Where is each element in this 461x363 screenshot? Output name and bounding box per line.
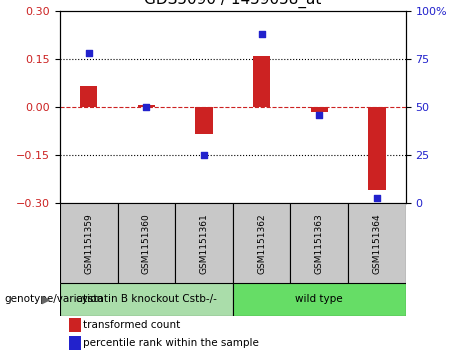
Point [315,112,323,118]
Bar [290,203,348,283]
Bar [175,203,233,283]
Text: GSM1151359: GSM1151359 [84,213,93,274]
Bar [233,283,406,316]
Bar [233,203,290,283]
Text: GSM1151361: GSM1151361 [200,213,208,274]
Bar [311,107,328,112]
Text: wild type: wild type [296,294,343,305]
Text: cystatin B knockout Cstb-/-: cystatin B knockout Cstb-/- [76,294,217,305]
Bar [195,107,213,134]
Bar [348,203,406,283]
Text: percentile rank within the sample: percentile rank within the sample [83,338,259,348]
Bar [368,107,385,191]
Bar [80,86,97,107]
Title: GDS5090 / 1459058_at: GDS5090 / 1459058_at [144,0,321,8]
Point [373,195,381,200]
Bar [118,203,175,283]
Text: transformed count: transformed count [83,320,180,330]
Text: genotype/variation: genotype/variation [5,294,104,305]
Bar [253,56,270,107]
Text: GSM1151360: GSM1151360 [142,213,151,274]
Point [85,50,92,56]
Bar [138,106,155,107]
Text: GSM1151362: GSM1151362 [257,213,266,274]
Point [258,31,266,37]
Text: ▶: ▶ [42,294,51,305]
Text: GSM1151363: GSM1151363 [315,213,324,274]
Text: GSM1151364: GSM1151364 [372,213,381,274]
Bar [60,283,233,316]
Point [200,152,207,158]
Bar [60,203,118,283]
Point [142,104,150,110]
